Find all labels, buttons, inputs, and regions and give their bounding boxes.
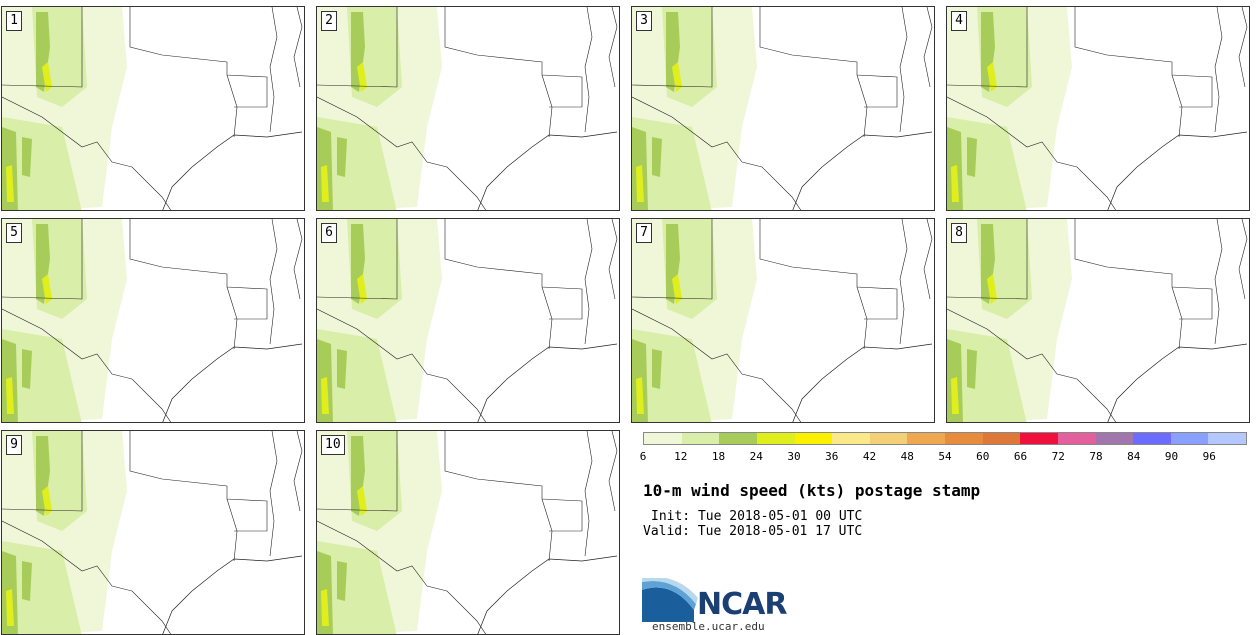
color-scale-tick-label: 90 (1164, 450, 1179, 463)
color-scale-segment (945, 433, 983, 444)
ncar-logo-text: NCAR (697, 587, 787, 622)
map-panel-3: 3 (631, 6, 935, 211)
map-panel-1: 1 (1, 6, 305, 211)
color-scale-tick-label: 54 (938, 450, 952, 463)
color-scale-segment (756, 433, 795, 444)
color-scale-tick-label: 24 (749, 450, 763, 463)
map-panel-6: 6 (316, 218, 620, 423)
color-scale-tick-label: 18 (711, 450, 726, 463)
color-scale-segment (1208, 433, 1246, 444)
ncar-logo-icon (642, 578, 698, 622)
panel-number-label: 3 (636, 11, 652, 31)
map-panel-10: 10 (316, 430, 620, 635)
color-scale-segment (681, 433, 720, 444)
color-scale-segment (907, 433, 945, 444)
map-panel-7: 7 (631, 218, 935, 423)
color-scale-segment (1020, 433, 1058, 444)
panel-number-label: 7 (636, 223, 652, 243)
site-url: ensemble.ucar.edu (652, 620, 765, 633)
color-scale-tick-label: 72 (1051, 450, 1065, 463)
panel-number-label: 4 (951, 11, 967, 31)
color-scale-segment (869, 433, 908, 444)
panel-number-label: 6 (321, 223, 337, 243)
color-scale-tick-label: 48 (900, 450, 914, 463)
init-time: Init: Tue 2018-05-01 00 UTC (651, 509, 863, 524)
color-scale-segment (1133, 433, 1171, 444)
color-scale-tick-label: 96 (1202, 450, 1216, 463)
map-panel-8: 8 (946, 218, 1250, 423)
panel-number-label: 10 (321, 435, 345, 455)
plot-title: 10-m wind speed (kts) postage stamp (643, 481, 981, 500)
color-scale-tick-label: 60 (976, 450, 990, 463)
color-scale-tick-label: 12 (674, 450, 688, 463)
color-scale-segment (719, 433, 757, 444)
map-panel-2: 2 (316, 6, 620, 211)
color-scale-segment (832, 433, 870, 444)
panel-number-label: 8 (951, 223, 967, 243)
color-scale-tick-label: 6 (639, 450, 647, 463)
valid-time: Valid: Tue 2018-05-01 17 UTC (643, 524, 863, 539)
color-scale-segment (982, 433, 1021, 444)
color-scale-tick-label: 66 (1013, 450, 1028, 463)
panel-number-label: 9 (6, 435, 22, 455)
panel-number-label: 5 (6, 223, 22, 243)
map-panel-4: 4 (946, 6, 1250, 211)
panel-number-label: 2 (321, 11, 337, 31)
color-scale-segment (1170, 433, 1209, 444)
color-scale-tick-label: 36 (825, 450, 839, 463)
color-scale-segment (1095, 433, 1134, 444)
panel-number-label: 1 (6, 11, 22, 31)
color-scale-tick-label: 78 (1089, 450, 1103, 463)
map-panel-5: 5 (1, 218, 305, 423)
color-scale-bar (643, 432, 1247, 445)
color-scale-segment (1057, 433, 1096, 444)
color-scale-segment (794, 433, 833, 444)
color-scale-tick-label: 84 (1127, 450, 1141, 463)
color-scale-tick-label: 30 (787, 450, 801, 463)
color-scale-segment (644, 433, 682, 444)
map-panel-9: 9 (1, 430, 305, 635)
color-scale-ticks: 6 12 18 24 30 36 42 48 54 60 66 72 78 84 90 96 (639, 450, 1247, 466)
color-scale-tick-label: 42 (862, 450, 877, 463)
